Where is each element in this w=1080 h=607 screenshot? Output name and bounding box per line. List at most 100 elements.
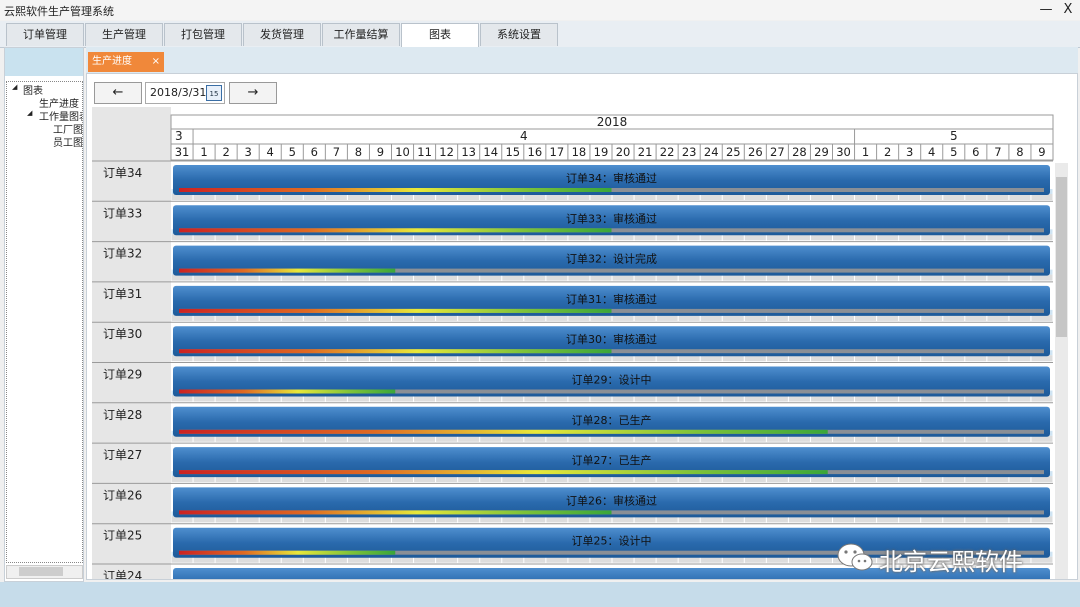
tab-system-settings[interactable]: 系统设置 [480, 23, 558, 46]
progress-track [179, 268, 1044, 273]
grid-cell [414, 274, 436, 281]
grid-cell [700, 194, 722, 200]
tab-charts[interactable]: 图表 [401, 23, 479, 48]
order-bar[interactable] [173, 285, 1050, 316]
grid-cell [678, 355, 700, 362]
day-label: 10 [395, 145, 410, 159]
grid-cell [215, 234, 237, 241]
grid-cell [524, 435, 546, 442]
grid-cell [678, 395, 700, 402]
grid-cell [436, 194, 458, 200]
grid-cell [921, 395, 943, 402]
grid-cell [259, 314, 281, 321]
tree-node-employee-chart[interactable]: 员工图 [53, 138, 83, 149]
grid-cell [1009, 314, 1031, 321]
day-label: 7 [994, 145, 1001, 159]
tab-settlement[interactable]: 工作量结算 [322, 23, 400, 46]
navigation-tree: ◢ 图表 生产进度 ◢ 工作量图表 工厂图 员工图 [6, 81, 83, 563]
grid-cell [656, 355, 678, 362]
grid-cell [1009, 556, 1031, 563]
next-period-button[interactable]: → [229, 82, 277, 104]
tree-node-workload-charts[interactable]: 工作量图表 [39, 112, 82, 123]
grid-cell [546, 476, 568, 483]
calendar-icon[interactable]: 15 [206, 85, 222, 101]
prev-period-button[interactable]: ← [94, 82, 142, 104]
grid-cell [921, 194, 943, 200]
order-bar[interactable] [173, 447, 1050, 478]
progress-fill [179, 308, 612, 313]
expand-icon[interactable]: ◢ [12, 83, 18, 91]
grid-cell [788, 476, 810, 483]
tab-packing[interactable]: 打包管理 [164, 23, 242, 46]
grid-cell [987, 194, 1009, 200]
grid-cell [590, 355, 612, 362]
order-bar[interactable] [173, 406, 1050, 437]
grid-cell [634, 314, 656, 321]
day-label: 9 [1038, 145, 1045, 159]
grid-cell [281, 435, 303, 442]
grid-cell [899, 556, 921, 563]
grid-cell [1009, 274, 1031, 281]
grid-cell [237, 234, 259, 241]
grid-cell [480, 274, 502, 281]
grid-cell [700, 274, 722, 281]
grid-cell [943, 355, 965, 362]
grid-cell [281, 476, 303, 483]
vertical-scrollbar[interactable] [1055, 163, 1068, 579]
grid-cell [193, 274, 215, 281]
day-label: 1 [862, 145, 869, 159]
order-bar[interactable] [173, 205, 1050, 236]
grid-cell [502, 556, 524, 563]
grid-cell [369, 435, 391, 442]
date-picker[interactable]: 2018/3/31 15 [145, 82, 225, 104]
grid-cell [1031, 476, 1053, 483]
grid-cell [193, 516, 215, 523]
grid-cell [171, 435, 193, 442]
grid-cell [1009, 516, 1031, 523]
progress-fill [179, 470, 828, 475]
scrollbar-thumb[interactable] [19, 567, 63, 576]
grid-cell [237, 314, 259, 321]
tab-orders[interactable]: 订单管理 [6, 23, 84, 46]
order-bar[interactable] [173, 326, 1050, 357]
grid-cell [237, 274, 259, 281]
order-bar[interactable] [173, 568, 1050, 579]
order-bar[interactable] [173, 487, 1050, 518]
grid-cell [656, 194, 678, 200]
tree-node-production-progress[interactable]: 生产进度 [39, 99, 79, 110]
tab-production[interactable]: 生产管理 [85, 23, 163, 46]
day-label: 18 [572, 145, 587, 159]
close-button[interactable]: X [1063, 2, 1073, 17]
row-name: 订单27 [103, 448, 142, 462]
doc-tab-production-progress[interactable]: 生产进度 × [88, 52, 164, 72]
day-label: 17 [550, 145, 565, 159]
grid-cell [1031, 435, 1053, 442]
horizontal-scrollbar[interactable] [6, 565, 83, 579]
minimize-button[interactable]: — [1039, 2, 1053, 17]
tree-node-charts[interactable]: 图表 [23, 86, 43, 97]
tab-shipping[interactable]: 发货管理 [243, 23, 321, 46]
grid-cell [1031, 314, 1053, 321]
order-bar[interactable] [173, 366, 1050, 397]
order-status-label: 订单25：设计中 [572, 535, 652, 548]
grid-cell [810, 556, 832, 563]
tree-node-factory-chart[interactable]: 工厂图 [53, 125, 83, 136]
grid-cell [215, 556, 237, 563]
day-label: 22 [660, 145, 675, 159]
month-label: 3 [175, 129, 183, 143]
doc-tab-close-icon[interactable]: × [151, 56, 160, 67]
grid-cell [634, 435, 656, 442]
grid-cell [281, 314, 303, 321]
grid-cell [303, 516, 325, 523]
order-status-label: 订单29：设计中 [572, 374, 652, 387]
grid-cell [810, 435, 832, 442]
order-bar[interactable] [173, 165, 1050, 195]
order-bar[interactable] [173, 527, 1050, 558]
expand-icon[interactable]: ◢ [27, 109, 33, 117]
grid-cell [392, 435, 414, 442]
scrollbar-thumb[interactable] [1056, 177, 1067, 337]
order-bar[interactable] [173, 245, 1050, 276]
navigation-pane: ◢ 图表 生产进度 ◢ 工作量图表 工厂图 员工图 [4, 47, 84, 582]
grid-cell [766, 556, 788, 563]
day-label: 16 [528, 145, 543, 159]
